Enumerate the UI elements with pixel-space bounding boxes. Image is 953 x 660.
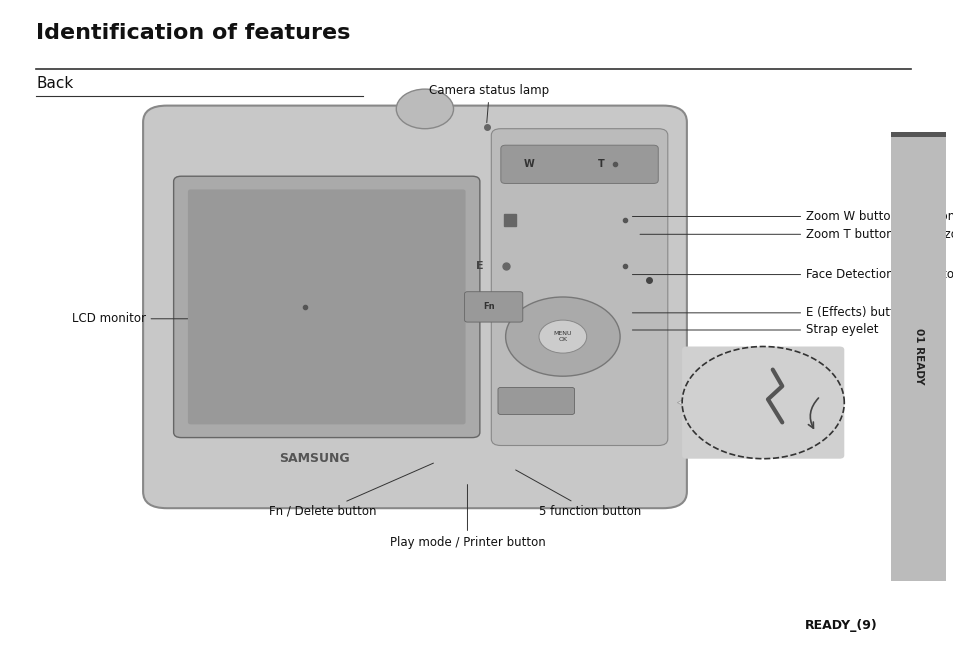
Text: W: W bbox=[523, 159, 535, 170]
Text: 5 function button: 5 function button bbox=[516, 470, 640, 518]
Text: SAMSUNG: SAMSUNG bbox=[279, 452, 350, 465]
FancyBboxPatch shape bbox=[497, 387, 574, 414]
Text: Zoom T button (Digital zoom): Zoom T button (Digital zoom) bbox=[639, 228, 953, 241]
Text: Strap eyelet: Strap eyelet bbox=[632, 323, 878, 337]
Text: T: T bbox=[597, 159, 604, 170]
Text: Fn: Fn bbox=[483, 302, 495, 312]
Text: READY_(9): READY_(9) bbox=[804, 619, 877, 632]
FancyBboxPatch shape bbox=[173, 176, 479, 438]
FancyBboxPatch shape bbox=[890, 132, 945, 137]
FancyBboxPatch shape bbox=[188, 189, 465, 424]
Text: 01 READY: 01 READY bbox=[913, 328, 923, 385]
Text: Zoom W button (Thumbnail): Zoom W button (Thumbnail) bbox=[632, 210, 953, 223]
Text: Play mode / Printer button: Play mode / Printer button bbox=[389, 484, 545, 549]
FancyBboxPatch shape bbox=[500, 145, 658, 183]
Circle shape bbox=[395, 89, 453, 129]
FancyBboxPatch shape bbox=[464, 292, 522, 322]
FancyBboxPatch shape bbox=[143, 106, 686, 508]
Text: Back: Back bbox=[36, 76, 73, 91]
Text: Identification of features: Identification of features bbox=[36, 23, 351, 43]
Text: LCD monitor: LCD monitor bbox=[71, 312, 202, 325]
Text: MENU
OK: MENU OK bbox=[553, 331, 572, 342]
Text: Camera status lamp: Camera status lamp bbox=[429, 84, 549, 123]
FancyBboxPatch shape bbox=[491, 129, 667, 446]
Circle shape bbox=[505, 297, 619, 376]
Polygon shape bbox=[677, 373, 734, 432]
Circle shape bbox=[538, 320, 586, 353]
FancyBboxPatch shape bbox=[681, 346, 843, 459]
Text: E (Effects) button: E (Effects) button bbox=[632, 306, 908, 319]
Text: Face Detection(FD) button: Face Detection(FD) button bbox=[632, 268, 953, 281]
Text: E: E bbox=[476, 261, 483, 271]
FancyBboxPatch shape bbox=[890, 132, 945, 581]
Text: Fn / Delete button: Fn / Delete button bbox=[269, 463, 433, 518]
